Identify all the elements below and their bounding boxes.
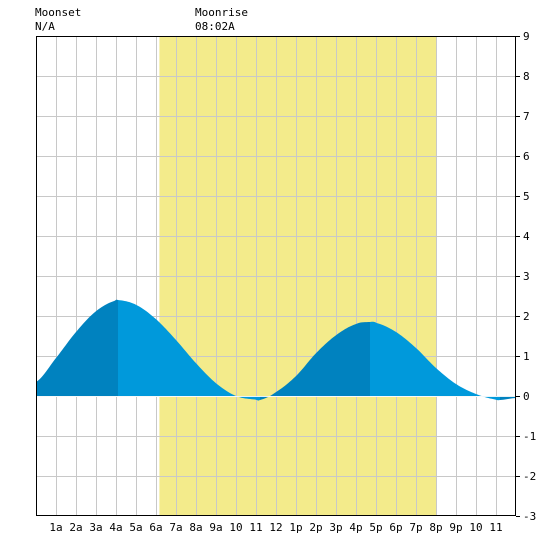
x-axis-labels: 1a 2a 3a 4a 5a 6a 7a 8a 9a 10 11 12 1p 2p 3p 4p 5p 6p 7p 8p…	[49, 521, 502, 534]
y-tick-label: 7	[523, 110, 530, 123]
plot-border	[36, 36, 516, 516]
x-tick-label: 4p	[349, 521, 362, 534]
y-axis-labels: -3 -2 -1 0 1 2 3 4 5 6 7 8 9	[516, 30, 536, 523]
x-tick-label: 4a	[109, 521, 122, 534]
x-tick-label: 5p	[369, 521, 382, 534]
x-tick-label: 10	[469, 521, 482, 534]
y-tick-label: 2	[523, 310, 530, 323]
moonset-label: Moonset	[35, 6, 81, 19]
x-tick-label: 9a	[209, 521, 222, 534]
moonrise-label: Moonrise	[195, 6, 248, 19]
moon-header: Moonset N/A Moonrise 08:02A	[35, 6, 248, 33]
x-tick-label: 9p	[449, 521, 462, 534]
moonrise-value: 08:02A	[195, 20, 235, 33]
y-tick-label: 4	[523, 230, 530, 243]
plot-frame	[36, 36, 516, 516]
y-tick-label: 3	[523, 270, 530, 283]
x-tick-label: 5a	[129, 521, 142, 534]
y-tick-label: -2	[523, 470, 536, 483]
grid	[36, 36, 516, 516]
x-tick-label: 3p	[329, 521, 342, 534]
tide-area-falling	[118, 300, 260, 401]
y-tick-label: 5	[523, 190, 530, 203]
y-tick-label: 0	[523, 390, 530, 403]
y-tick-label: 6	[523, 150, 530, 163]
y-tick-label: -1	[523, 430, 536, 443]
tide-area-falling	[370, 321, 500, 401]
tide-area	[36, 299, 516, 401]
x-tick-label: 2p	[309, 521, 322, 534]
y-tick-label: -3	[523, 510, 536, 523]
x-tick-label: 11	[489, 521, 502, 534]
x-tick-label: 8a	[189, 521, 202, 534]
x-tick-label: 11	[249, 521, 262, 534]
y-tick-label: 9	[523, 30, 530, 43]
moonset-value: N/A	[35, 20, 55, 33]
x-tick-label: 1p	[289, 521, 302, 534]
x-tick-label: 2a	[69, 521, 82, 534]
x-tick-label: 7a	[169, 521, 182, 534]
x-tick-label: 6a	[149, 521, 162, 534]
x-tick-label: 3a	[89, 521, 102, 534]
y-tick-label: 1	[523, 350, 530, 363]
tide-area-rising	[36, 299, 118, 396]
x-tick-label: 7p	[409, 521, 422, 534]
x-tick-label: 1a	[49, 521, 62, 534]
x-tick-label: 12	[269, 521, 282, 534]
y-tick-label: 8	[523, 70, 530, 83]
x-tick-label: 6p	[389, 521, 402, 534]
x-tick-label: 10	[229, 521, 242, 534]
tide-area-rising	[260, 322, 370, 400]
x-tick-label: 8p	[429, 521, 442, 534]
